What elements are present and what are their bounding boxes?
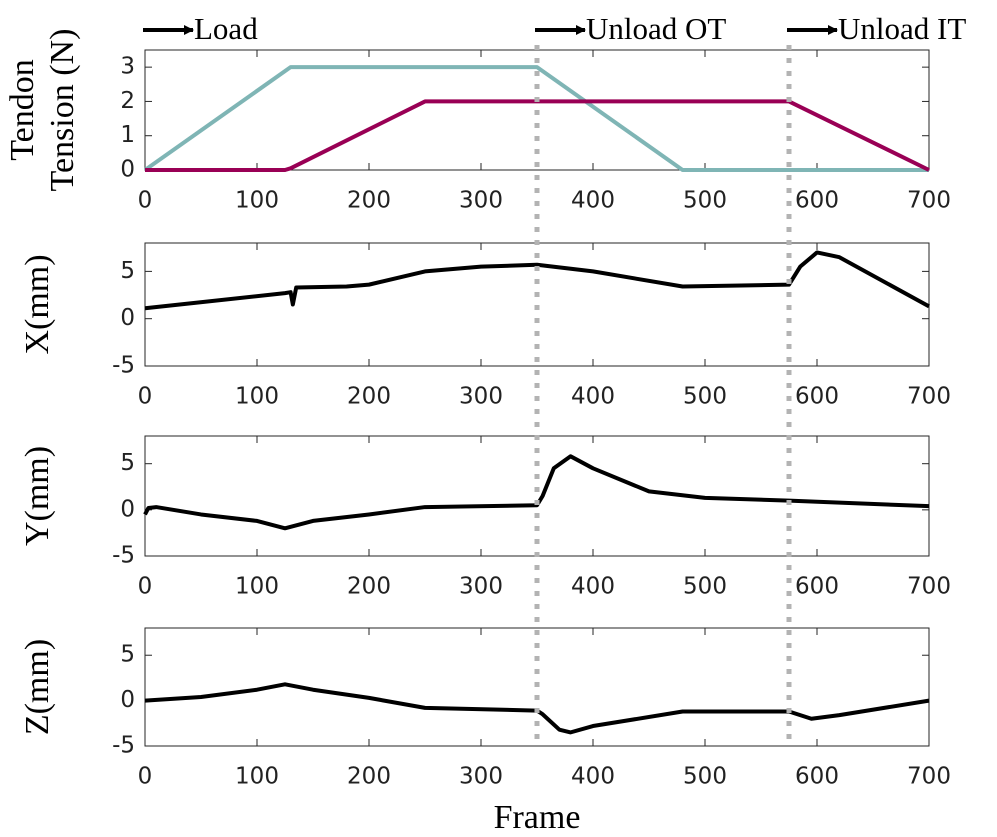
axes-box <box>144 435 930 557</box>
x-tick-label: 500 <box>683 764 727 790</box>
x-tick-label: 500 <box>683 574 727 600</box>
x-tick-label: 500 <box>683 384 727 410</box>
y-tick-label: 3 <box>120 54 135 80</box>
x-tick-label: 300 <box>459 574 503 600</box>
x-tick-label: 300 <box>459 188 503 214</box>
x-tick-label: 300 <box>459 764 503 790</box>
x-tick-label: 0 <box>138 384 153 410</box>
x-tick-label: 600 <box>795 764 839 790</box>
y-tick-label: 5 <box>120 642 135 668</box>
data-line <box>144 682 930 735</box>
x-tick-label: 300 <box>459 384 503 410</box>
x-tick-label: 600 <box>795 384 839 410</box>
y-tick-label: 0 <box>120 305 135 331</box>
x-tick-label: 700 <box>907 384 951 410</box>
x-tick-label: 400 <box>571 384 615 410</box>
x-tick-label: 100 <box>235 188 279 214</box>
x-tick-label: 200 <box>347 384 391 410</box>
x-tick-label: 700 <box>907 188 951 214</box>
annotation: Unload IT <box>838 11 966 46</box>
y-tick-label: 5 <box>120 450 135 476</box>
x-tick-label: 500 <box>683 188 727 214</box>
y-tick-label: 0 <box>120 157 135 183</box>
y-axis-label: Tendon <box>4 59 41 161</box>
data-line <box>143 65 929 172</box>
y-tick-label: -5 <box>112 733 135 759</box>
data-line <box>145 99 930 172</box>
data-line <box>144 250 930 311</box>
data-line <box>143 454 930 531</box>
y-tick-label: 1 <box>120 122 135 148</box>
x-tick-label: 400 <box>571 574 615 600</box>
y-tick-label: 2 <box>120 88 135 114</box>
y-tick-label: 0 <box>120 496 135 522</box>
y-axis-label: Z(mm) <box>19 639 56 735</box>
x-tick-label: 200 <box>347 764 391 790</box>
x-tick-label: 400 <box>571 764 615 790</box>
x-axis-label: Frame <box>494 799 581 836</box>
axes-box <box>144 627 930 747</box>
x-tick-label: 100 <box>235 574 279 600</box>
y-axis-label: Y(mm) <box>19 446 56 546</box>
annotation: Load <box>194 11 258 46</box>
x-tick-label: 200 <box>347 188 391 214</box>
annotation: Unload OT <box>586 11 726 46</box>
x-tick-label: 400 <box>571 188 615 214</box>
x-tick-label: 100 <box>235 764 279 790</box>
y-tick-label: -5 <box>112 543 135 569</box>
y-tick-label: 5 <box>120 258 135 284</box>
y-tick-label: -5 <box>112 353 135 379</box>
y-axis-label: X(mm) <box>19 254 56 354</box>
x-tick-label: 200 <box>347 574 391 600</box>
x-tick-label: 700 <box>907 764 951 790</box>
x-tick-label: 600 <box>795 188 839 214</box>
y-tick-label: 0 <box>120 687 135 713</box>
x-tick-label: 0 <box>138 574 153 600</box>
x-tick-label: 0 <box>138 764 153 790</box>
x-tick-label: 100 <box>235 384 279 410</box>
x-tick-label: 600 <box>795 574 839 600</box>
x-tick-label: 0 <box>138 188 153 214</box>
x-tick-label: 700 <box>907 574 951 600</box>
y-axis-label: Tension (N) <box>44 29 81 192</box>
